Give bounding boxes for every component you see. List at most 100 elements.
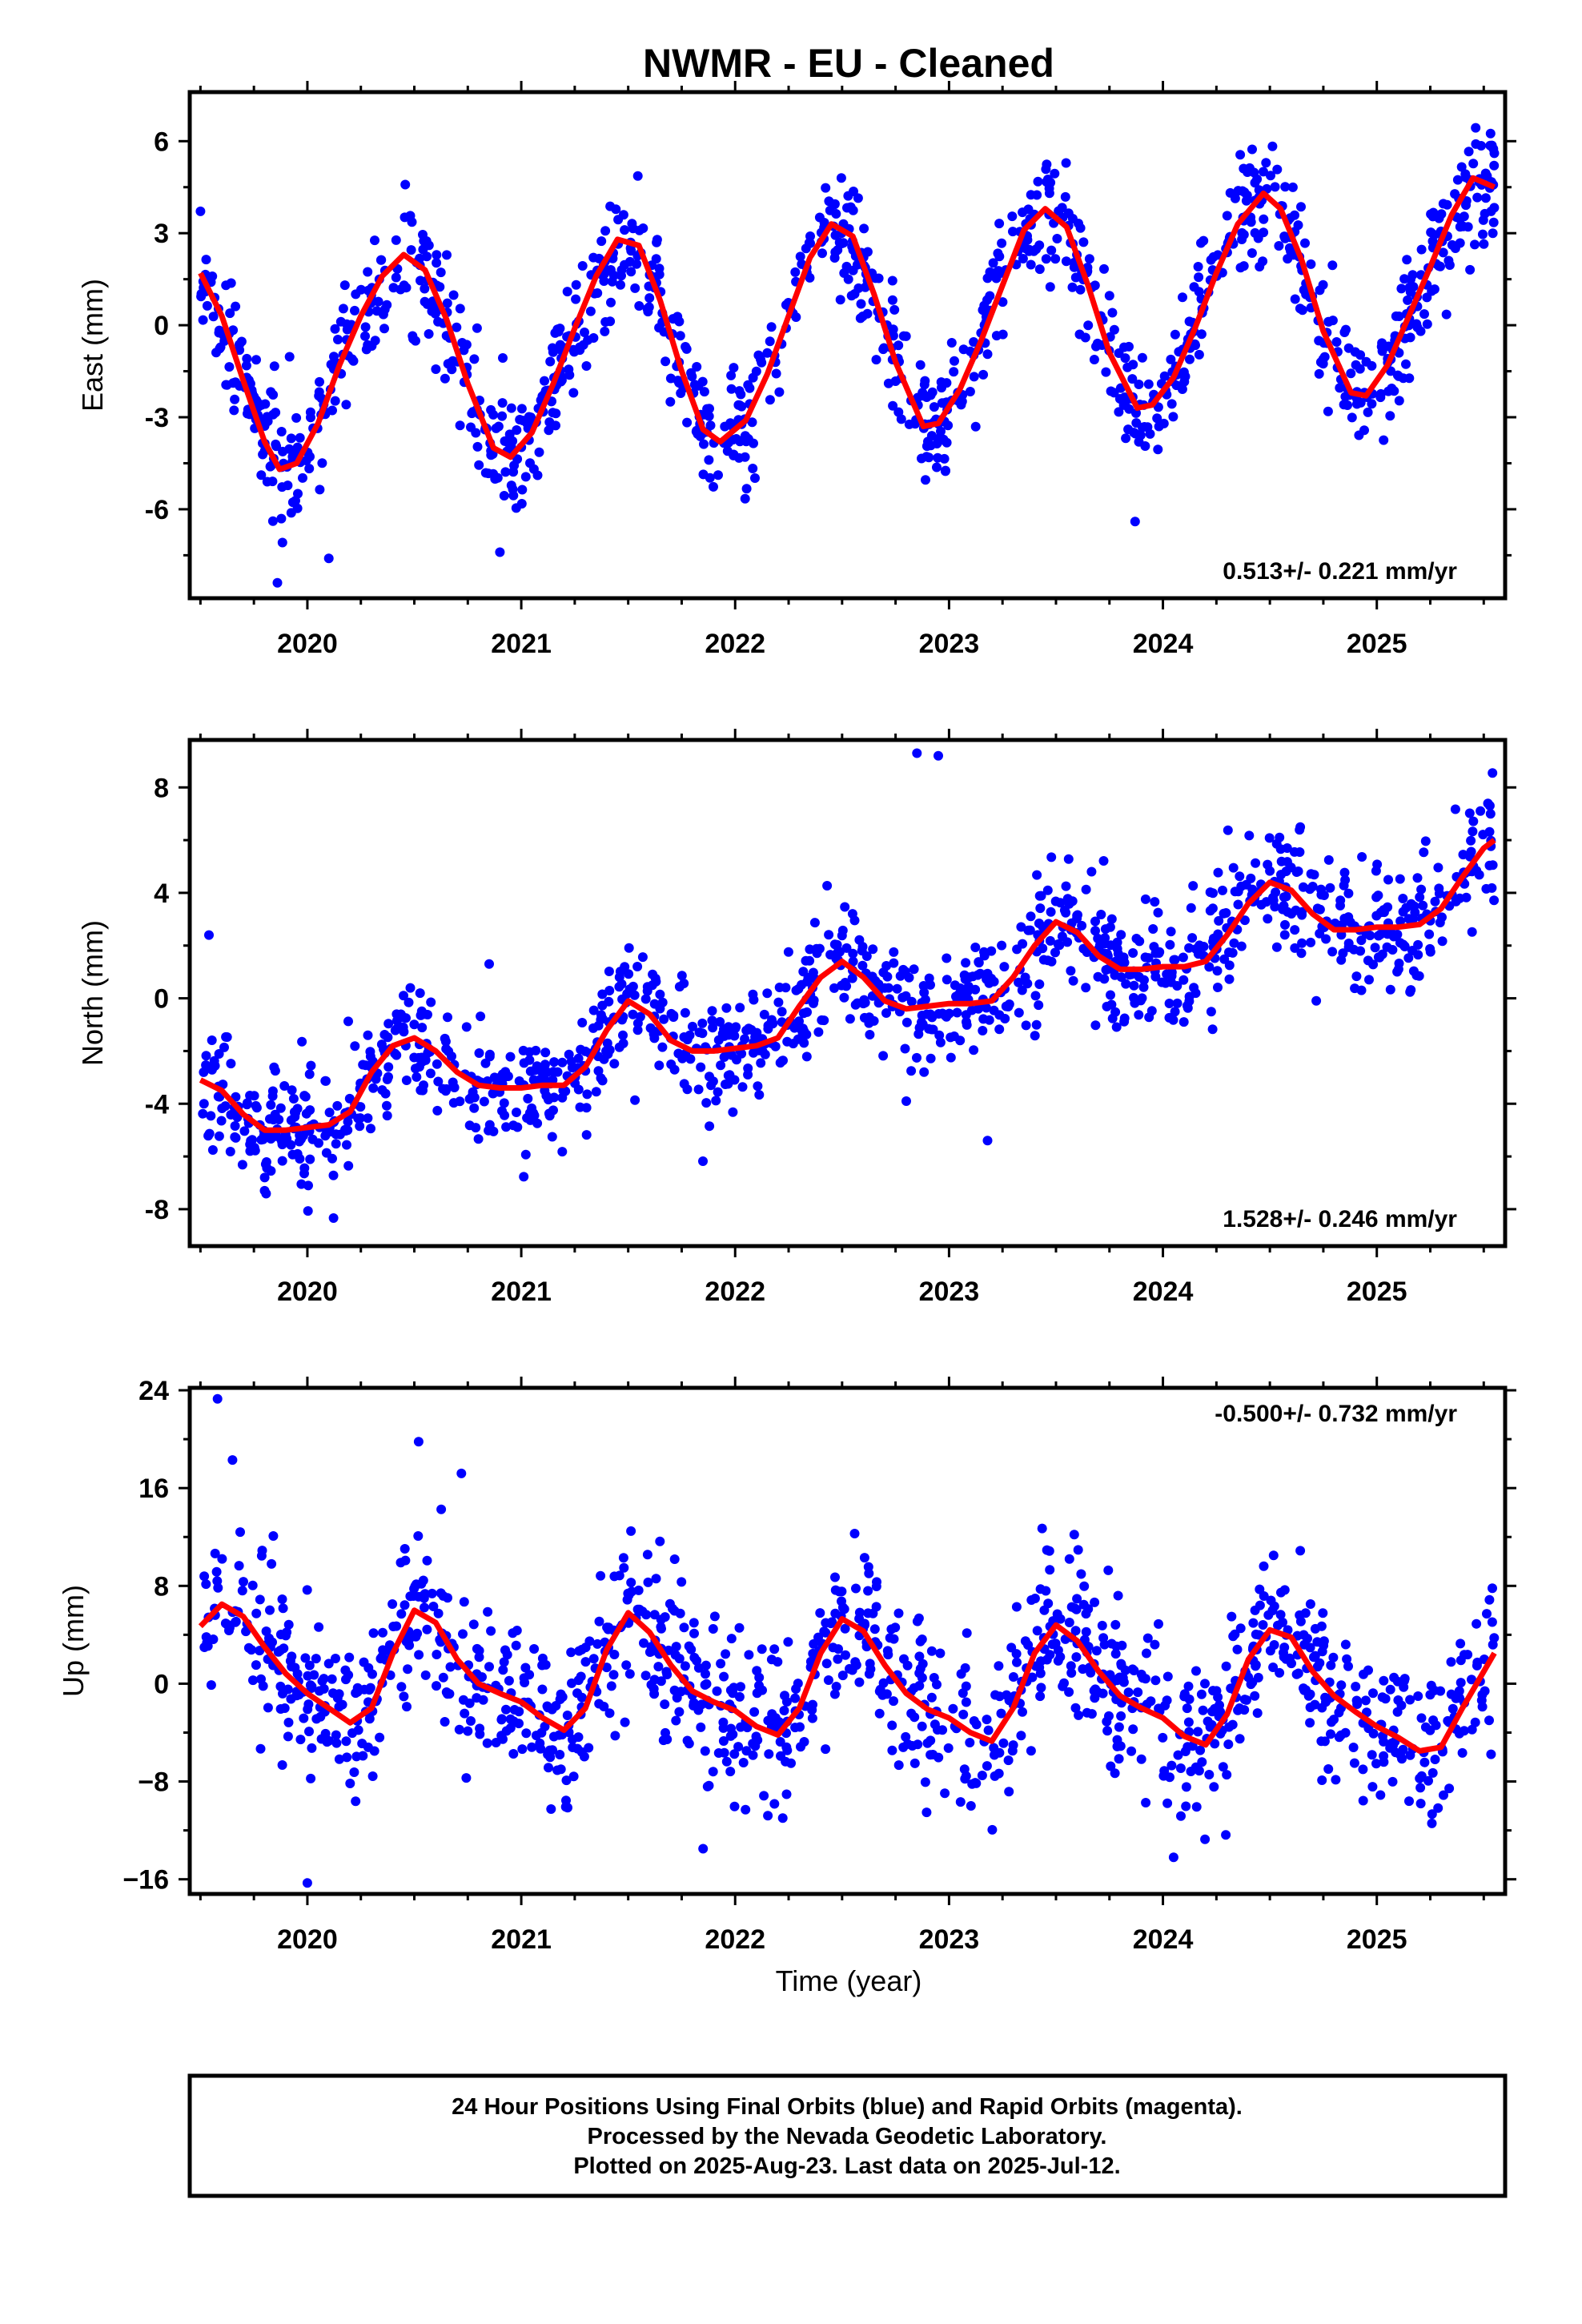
data-point: [718, 1723, 729, 1733]
data-point: [363, 1030, 373, 1040]
data-point: [581, 1103, 592, 1113]
data-point: [799, 1737, 809, 1747]
data-point: [499, 1657, 509, 1667]
data-point: [1472, 192, 1483, 203]
data-point: [1079, 1634, 1090, 1645]
data-point: [1419, 309, 1429, 320]
data-point: [901, 1017, 912, 1027]
data-point: [881, 1008, 891, 1018]
data-point: [934, 1030, 945, 1040]
data-point: [994, 1010, 1005, 1020]
data-point: [837, 1596, 846, 1606]
up-y-tick-label: 8: [154, 1571, 169, 1602]
data-point: [201, 1632, 211, 1642]
data-point: [642, 1550, 652, 1560]
data-point: [857, 942, 868, 952]
data-point: [300, 1653, 311, 1663]
data-point: [946, 1052, 956, 1063]
data-point: [1385, 1684, 1395, 1695]
data-point: [416, 1006, 427, 1016]
data-point: [1398, 907, 1408, 917]
data-point: [840, 902, 850, 912]
data-point: [1270, 182, 1280, 192]
data-point: [549, 1092, 560, 1103]
data-point: [1103, 1565, 1114, 1575]
data-point: [1022, 979, 1033, 989]
data-point: [620, 225, 630, 235]
data-point: [459, 345, 469, 356]
data-point: [518, 416, 528, 426]
data-point: [909, 1758, 920, 1768]
data-point: [698, 469, 709, 480]
data-point: [1342, 1654, 1352, 1664]
data-point: [1200, 1834, 1211, 1844]
data-point: [1075, 284, 1086, 295]
data-point: [1250, 1605, 1260, 1615]
data-point: [1194, 349, 1204, 360]
up-x-tick-label: 2020: [277, 1924, 338, 1955]
data-point: [599, 276, 609, 286]
data-point: [234, 1561, 244, 1571]
data-point: [370, 336, 380, 346]
data-point: [624, 1669, 635, 1679]
data-point: [331, 1730, 341, 1740]
data-point: [994, 1661, 1004, 1671]
data-point: [1394, 396, 1404, 406]
data-point: [644, 293, 655, 304]
data-point: [932, 462, 942, 472]
data-point: [199, 1571, 210, 1582]
data-point: [1480, 1686, 1490, 1696]
data-point: [266, 1100, 276, 1110]
data-point: [380, 1088, 391, 1099]
data-point: [579, 1751, 589, 1762]
footer-frame: [187, 2073, 1508, 2198]
data-point: [1045, 282, 1055, 292]
data-point: [399, 991, 408, 1001]
data-point: [1251, 1629, 1261, 1639]
data-point: [835, 295, 845, 305]
data-point: [469, 1103, 480, 1113]
data-point: [1084, 254, 1094, 264]
data-point: [1138, 1673, 1148, 1683]
data-point: [1098, 856, 1109, 866]
data-point: [699, 439, 709, 449]
data-point: [1172, 998, 1182, 1008]
data-point: [716, 1659, 726, 1669]
data-point: [303, 1671, 313, 1681]
data-point: [829, 199, 840, 210]
data-point: [1363, 407, 1373, 417]
data-point: [1102, 1726, 1113, 1736]
data-point: [497, 1106, 507, 1116]
data-point: [548, 1067, 559, 1077]
data-point: [665, 396, 676, 407]
data-point: [1426, 1680, 1436, 1691]
data-point: [728, 435, 738, 445]
data-point: [1252, 1708, 1263, 1719]
data-point: [1194, 287, 1204, 297]
data-point: [819, 218, 829, 227]
data-point: [248, 1675, 258, 1686]
data-point: [277, 1760, 287, 1770]
data-point: [283, 480, 293, 491]
data-point: [754, 1090, 765, 1100]
data-point: [1043, 1598, 1054, 1609]
data-point: [871, 355, 881, 365]
data-point: [782, 1745, 793, 1755]
data-point: [219, 1042, 229, 1052]
footer-box: 24 Hour Positions Using Final Orbits (bl…: [187, 2073, 1508, 2198]
data-point: [1196, 238, 1206, 248]
data-point: [1073, 1545, 1083, 1555]
data-point: [1455, 222, 1465, 232]
data-point: [1456, 1678, 1466, 1688]
data-point: [1114, 394, 1125, 404]
data-point: [1206, 1007, 1216, 1017]
data-point: [1213, 867, 1223, 878]
data-point: [383, 1062, 394, 1072]
data-point: [343, 1670, 354, 1680]
data-point: [965, 1738, 975, 1747]
data-point: [1264, 833, 1275, 843]
data-point: [1169, 955, 1179, 965]
data-point: [1484, 826, 1495, 837]
data-point: [1219, 954, 1230, 964]
